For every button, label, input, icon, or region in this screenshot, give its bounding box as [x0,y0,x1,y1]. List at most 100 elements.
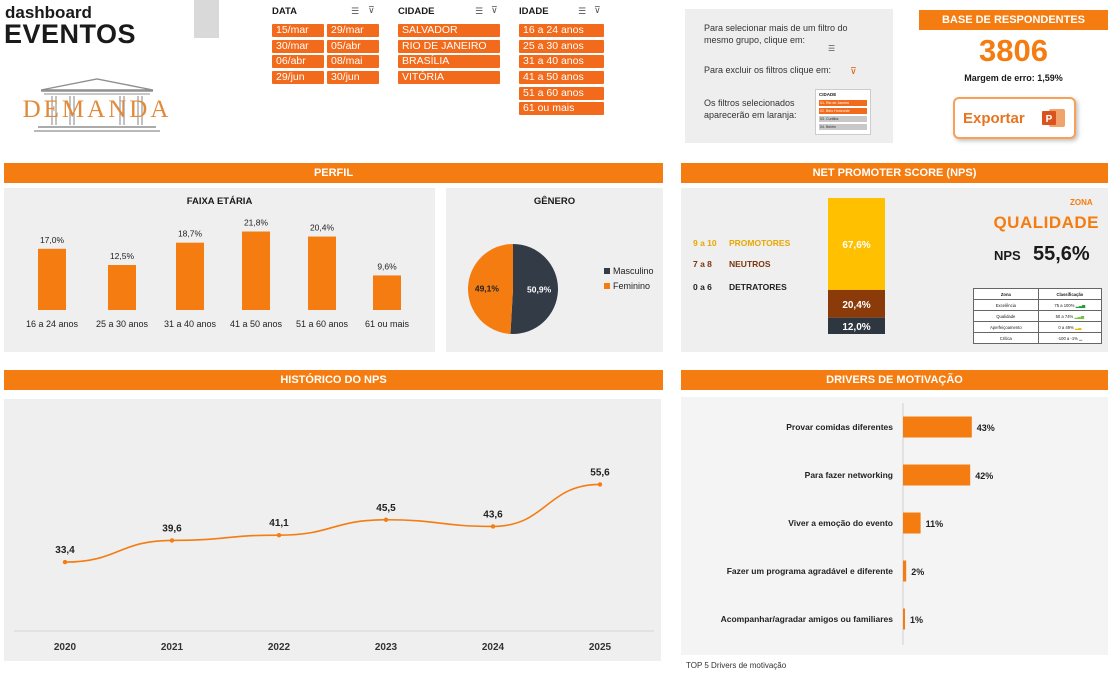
nps-panel: 9 a 10 PROMOTORES 7 a 8 NEUTROS 0 a 6 DE… [681,188,1108,352]
filter-chip-data[interactable]: 08/mai [327,55,379,68]
gender-slice [468,244,513,334]
faixa-etaria-panel: FAIXA ETÁRIA 17,0% 16 a 24 anos 12,5% 25 a … [4,188,435,352]
filter-chip-data[interactable]: 29/mar [327,24,379,37]
classification-cell: Qualidade [973,310,1039,322]
mini-filter-item: 04. Belém [819,124,867,130]
age-bar-label: 21,8% [244,218,269,228]
export-button[interactable]: Exportar P [953,97,1076,139]
age-tick-label: 51 a 60 anos [296,319,349,329]
svg-text:P: P [1046,114,1053,125]
filter-chip-data[interactable]: 30/jun [327,71,379,84]
driver-value-label: 11% [926,519,944,529]
filter-title-cidade: CIDADE [398,6,435,17]
age-tick-label: 25 a 30 anos [96,319,149,329]
nps-history-point [383,517,389,522]
nps-history-point [62,559,68,565]
drivers-footnote: TOP 5 Drivers de motivação [686,661,787,670]
multi-select-icon[interactable]: ☰ [475,6,484,16]
year-tick-label: 2023 [375,642,398,653]
filter-chip-idade[interactable]: 31 a 40 anos [519,55,604,68]
filter-title-idade: IDADE [519,6,549,17]
filter-chip-idade[interactable]: 25 a 30 anos [519,40,604,53]
driver-value-label: 2% [911,567,924,577]
gender-slice-label: 50,9% [527,285,552,295]
base-header: BASE DE RESPONDENTES [919,10,1108,30]
classification-header-cell: Zona [973,288,1039,300]
driver-bar [903,560,907,582]
year-tick-label: 2021 [161,642,184,653]
driver-category-label: Provar comidas diferentes [786,422,893,432]
driver-value-label: 42% [975,471,993,481]
nps-stack-label: 67,6% [842,240,870,251]
age-bar-label: 17,0% [40,235,65,245]
mini-filter-item: 03. Curitiba [819,116,867,122]
driver-category-label: Viver a emoção do evento [788,518,893,528]
nps-history-label: 33,4 [55,545,75,556]
filter-chip-data[interactable]: 30/mar [272,40,324,53]
multi-select-icon[interactable]: ☰ [578,6,587,16]
legend-swatch [604,283,610,289]
nps-history-label: 55,6 [590,467,610,478]
clear-filter-icon[interactable]: ⊽ [594,5,601,15]
clear-filter-icon[interactable]: ⊽ [491,5,498,15]
driver-value-label: 1% [910,615,923,625]
year-tick-label: 2020 [54,642,77,653]
filter-chip-cidade[interactable]: VITÓRIA [398,71,500,84]
faixa-etaria-title: FAIXA ETÁRIA [186,196,253,207]
nps-range-neutros: 7 a 8 [693,259,712,269]
driver-category-label: Fazer um programa agradável e diferente [727,566,894,576]
filter-chip-cidade[interactable]: RIO DE JANEIRO [398,40,500,53]
age-tick-label: 31 a 40 anos [164,319,217,329]
section-historico: HISTÓRICO DO NPS [4,370,663,390]
age-tick-label: 16 a 24 anos [26,319,79,329]
nps-history-label: 41,1 [269,518,289,529]
driver-value-label: 43% [977,423,995,433]
page-title: EVENTOS [4,19,137,49]
logo-text: DEMANDA [22,96,172,123]
age-bar [38,248,66,310]
respondent-count: 3806 [979,33,1048,68]
filter-chip-data[interactable]: 06/abr [272,55,324,68]
classification-cell: Aperfeiçoamento [973,321,1039,333]
classification-cell: Excelência [973,299,1039,311]
filter-chip-idade[interactable]: 41 a 50 anos [519,71,604,84]
classification-row: Qualidade 50 a 74% ▂▃▅ [973,310,1103,322]
clear-filter-icon[interactable]: ⊽ [368,5,375,15]
filter-chip-idade[interactable]: 61 ou mais [519,102,604,115]
zona-value: QUALIDADE [993,213,1099,232]
filter-chip-idade[interactable]: 16 a 24 anos [519,24,604,37]
filter-chip-data[interactable]: 29/jun [272,71,324,84]
age-bar-label: 9,6% [377,261,397,271]
nps-label-promotores: PROMOTORES [729,238,791,248]
multi-select-icon[interactable]: ☰ [351,6,360,16]
section-nps: NET PROMOTER SCORE (NPS) [681,163,1108,183]
nps-stack-segment [828,198,885,290]
classification-row: Excelência 75 a 100% ▂▃▅ [973,299,1103,311]
nps-range-promotores: 9 a 10 [693,238,717,248]
gender-legend-label: Feminino [613,281,650,291]
classification-cell: 0 a 49% ▂▃ [1037,321,1103,333]
section-drivers: DRIVERS DE MOTIVAÇÃO [681,370,1108,390]
nps-history-line [64,483,601,563]
age-bar-label: 12,5% [110,251,135,261]
year-tick-label: 2024 [482,642,505,653]
classification-header: Zona Classificação [973,288,1103,300]
instruction-multi-select: Para selecionar mais de um filtro do mes… [704,23,848,45]
filter-title-data: DATA [272,6,297,17]
driver-category-label: Acompanhar/agradar amigos ou familiares [721,614,894,624]
age-tick-label: 41 a 50 anos [230,319,283,329]
age-bar [176,242,204,310]
filter-chip-cidade[interactable]: BRASÍLIA [398,55,500,68]
dashboard-subtitle: dashboard [5,3,92,22]
nps-label: NPS [994,248,1021,263]
filter-chip-data[interactable]: 15/mar [272,24,324,37]
instruction-selected: Os filtros selecionados aparecerão em la… [704,98,797,120]
filter-chip-cidade[interactable]: SALVADOR [398,24,500,37]
filter-chip-idade[interactable]: 51 a 60 anos [519,87,604,100]
top-tab-marker [194,0,219,38]
nps-stack-chart: 67,6% 20,4% 12,0% [828,198,885,334]
filter-chip-data[interactable]: 05/abr [327,40,379,53]
drivers-chart: 43% Provar comidas diferentes 42% Para faze… [721,403,995,645]
nps-stack-label: 20,4% [842,300,870,311]
classification-row: Aperfeiçoamento 0 a 49% ▂▃ [973,321,1103,333]
